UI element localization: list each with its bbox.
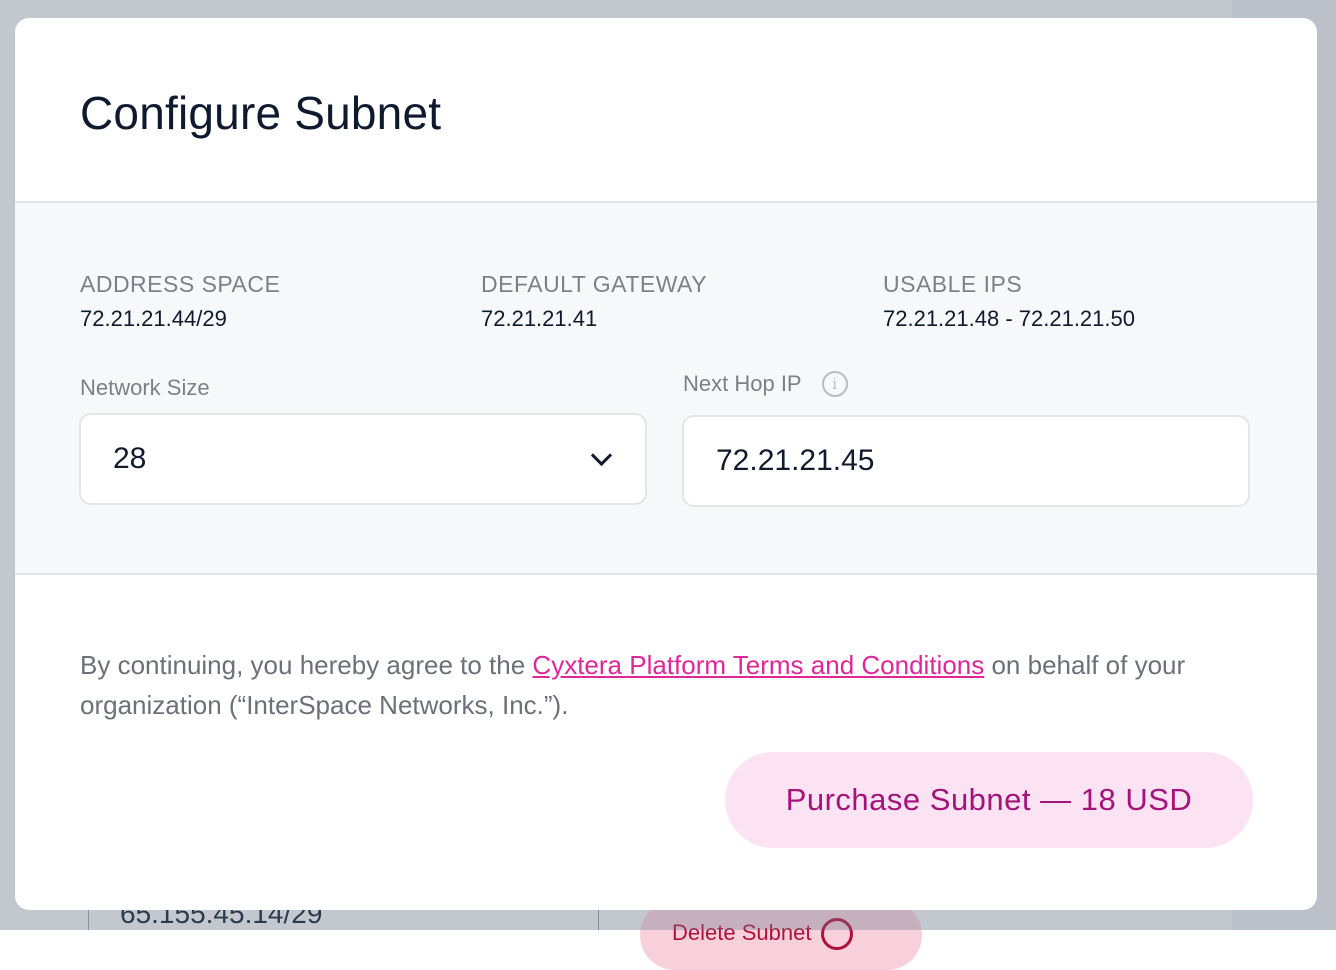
network-size-label-text: Network Size [80,375,210,400]
chevron-down-icon [590,444,613,466]
agreement-prefix: By continuing, you hereby agree to the [80,650,533,680]
network-size-value: 28 [113,442,147,475]
network-size-select[interactable]: 28 [79,413,647,505]
agreement-suffix: on behalf of your organization (“InterSp… [80,650,1186,720]
usable-ips-info: USABLE IPS 72.21.21.48 - 72.21.21.50 [883,271,1135,332]
usable-ips-value: 72.21.21.48 - 72.21.21.50 [883,306,1135,331]
next-hop-ip-value: 72.21.21.45 [716,444,875,477]
modal-body: ADDRESS SPACE 72.21.21.44/29 DEFAULT GAT… [15,203,1317,575]
usable-ips-label: USABLE IPS [883,271,1023,297]
modal-header: Configure Subnet [15,18,1317,203]
purchase-subnet-button[interactable]: Purchase Subnet — 18 USD [725,752,1253,848]
terms-link[interactable]: Cyxtera Platform Terms and Conditions [532,650,985,680]
default-gateway-label: DEFAULT GATEWAY [481,271,708,297]
address-space-info: ADDRESS SPACE 72.21.21.44/29 [80,271,280,332]
address-space-value: 72.21.21.44/29 [80,306,227,331]
default-gateway-value: 72.21.21.41 [481,306,598,331]
agreement-text: By continuing, you hereby agree to the C… [80,645,1240,725]
next-hop-label-text: Next Hop IP [683,371,802,396]
next-hop-label: Next Hop IP i [683,371,848,397]
configure-subnet-modal: Configure Subnet ADDRESS SPACE 72.21.21.… [15,18,1317,910]
default-gateway-info: DEFAULT GATEWAY 72.21.21.41 [481,271,707,332]
network-size-label: Network Size [80,375,210,401]
address-space-label: ADDRESS SPACE [80,271,281,297]
info-icon[interactable]: i [821,371,848,397]
next-hop-ip-input[interactable]: 72.21.21.45 [682,415,1250,507]
modal-title: Configure Subnet [80,87,442,139]
